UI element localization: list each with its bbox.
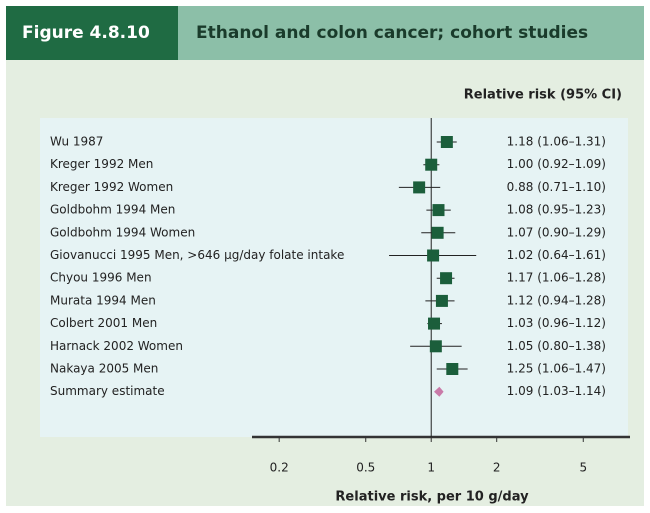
x-axis-title: Relative risk, per 10 g/day: [335, 490, 529, 505]
study-label: Goldbohm 1994 Women: [50, 225, 195, 239]
figure-label: Figure 4.8.10: [22, 23, 150, 43]
estimate-square: [440, 136, 453, 148]
estimate-square: [432, 204, 445, 217]
value-label: 1.02 (0.64–1.61): [507, 248, 606, 262]
summary-value-label: 1.09 (1.03–1.14): [507, 384, 606, 398]
value-label: 1.07 (0.90–1.29): [507, 225, 606, 239]
summary-diamond: [434, 386, 444, 397]
study-label: Harnack 2002 Women: [50, 339, 183, 353]
estimate-square: [428, 317, 441, 330]
study-label: Murata 1994 Men: [50, 293, 156, 307]
x-tick-label: 0.2: [270, 461, 289, 475]
estimate-square: [413, 181, 426, 194]
study-label: Kreger 1992 Women: [50, 180, 173, 194]
study-label: Kreger 1992 Men: [50, 157, 153, 171]
value-label: 1.25 (1.06–1.47): [507, 362, 606, 376]
x-tick-label: 0.5: [356, 461, 375, 475]
estimate-square: [446, 363, 459, 375]
estimate-square: [435, 294, 448, 307]
value-label: 1.12 (0.94–1.28): [507, 293, 606, 307]
study-label: Nakaya 2005 Men: [50, 362, 158, 376]
value-label: 0.88 (0.71–1.10): [507, 180, 606, 194]
estimate-square: [425, 158, 438, 171]
value-label: 1.17 (1.06–1.28): [507, 271, 606, 285]
x-tick-label: 1: [427, 461, 435, 475]
study-label: Wu 1987: [50, 135, 103, 149]
estimate-square: [429, 340, 442, 353]
value-label: 1.08 (0.95–1.23): [507, 203, 606, 217]
estimate-square: [431, 226, 444, 239]
figure-label-box: [6, 6, 178, 60]
column-header: Relative risk (95% CI): [464, 88, 622, 103]
chart-title: Ethanol and colon cancer; cohort studies: [196, 23, 588, 43]
x-tick-label: 2: [493, 461, 501, 475]
estimate-square: [427, 249, 440, 262]
x-tick-label: 5: [579, 461, 587, 475]
study-label: Giovanucci 1995 Men, >646 µg/day folate …: [50, 248, 344, 262]
summary-label: Summary estimate: [50, 384, 165, 398]
study-label: Colbert 2001 Men: [50, 316, 157, 330]
study-label: Chyou 1996 Men: [50, 271, 152, 285]
value-label: 1.00 (0.92–1.09): [507, 157, 606, 171]
value-label: 1.05 (0.80–1.38): [507, 339, 606, 353]
plot-area: [40, 118, 628, 437]
value-label: 1.18 (1.06–1.31): [507, 135, 606, 149]
estimate-square: [440, 272, 453, 285]
value-label: 1.03 (0.96–1.12): [507, 316, 606, 330]
study-label: Goldbohm 1994 Men: [50, 203, 175, 217]
